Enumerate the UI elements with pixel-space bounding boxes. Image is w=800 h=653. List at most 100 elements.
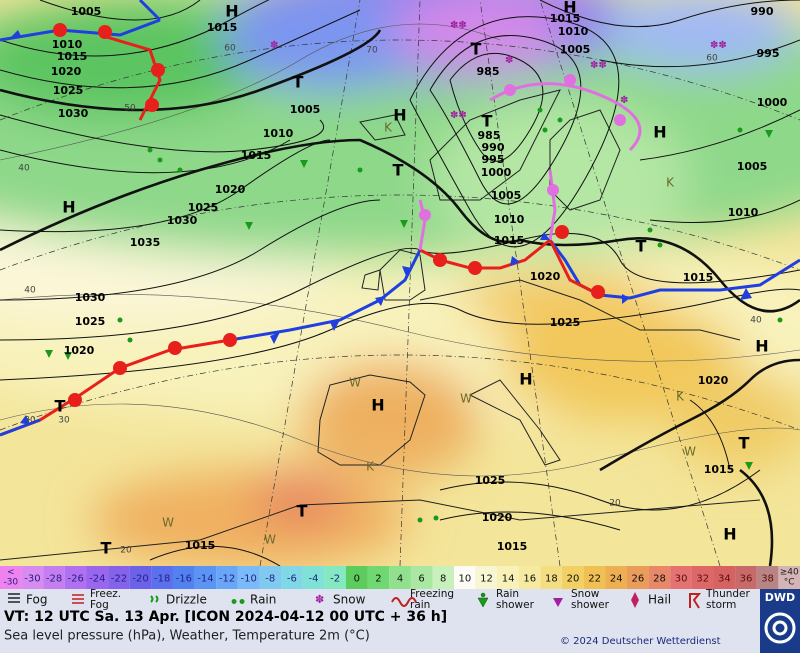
icon-snow: ✽: [315, 593, 324, 606]
scale-label: 38: [761, 574, 774, 585]
pressure-center: H: [371, 396, 384, 415]
isobar-label: 1020: [51, 65, 82, 78]
isobar-label: 990: [751, 5, 774, 18]
scale-label: -10: [240, 574, 256, 585]
isobar-label: 1010: [558, 25, 589, 38]
scale-label: 12: [480, 574, 493, 585]
isobar-label: 1015: [704, 463, 735, 476]
svg-text:✽✽: ✽✽: [450, 110, 467, 121]
scale-cell: [756, 566, 779, 589]
scale-label: 36: [740, 574, 753, 585]
legend-label: Rain: [496, 588, 519, 600]
pressure-center: T: [471, 40, 482, 59]
isobar-label: 1015: [494, 234, 525, 247]
air-mass-label: W: [162, 516, 174, 530]
legend-label: Snow: [333, 593, 366, 607]
scale-label: -26: [68, 574, 84, 585]
isobar-label: 1005: [560, 43, 591, 56]
map: ✽✽✽ ✽✽✽ ✽✽✽✽✽ HHHHHHHHHTTTTTTTTT100510151…: [0, 0, 800, 566]
legend-label: Fog: [26, 593, 47, 607]
isobar-label: 1035: [130, 236, 161, 249]
scale-label: -24: [89, 574, 105, 585]
snow-symbols: ✽✽✽ ✽✽✽ ✽✽✽✽✽: [270, 20, 727, 121]
icon-thunderstorm: [689, 593, 702, 609]
scale-cell: [583, 566, 606, 589]
scale-cell: [778, 566, 800, 589]
isobar-label: 1025: [475, 474, 506, 487]
logo-swirl: [764, 612, 796, 644]
scale-label: 24: [610, 574, 623, 585]
valid-time: VT: 12 UTC Sa. 13 Apr. [ICON 2024-04-12 …: [4, 609, 447, 625]
scale-label: -30: [24, 574, 40, 585]
isobar-label: 1020: [698, 374, 729, 387]
legend-label: Hail: [648, 593, 671, 607]
scale-cell: [389, 566, 411, 589]
legend-label: rain: [410, 599, 430, 611]
svg-text:✽✽: ✽✽: [710, 40, 727, 51]
isobar-label: 1005: [491, 189, 522, 202]
scale-label: -2: [330, 574, 340, 585]
legend-label: Freezing: [410, 588, 454, 600]
isobar-label: 1005: [290, 103, 321, 116]
scale-high-symbol: ≥40: [780, 568, 799, 578]
pressure-center: H: [653, 123, 666, 142]
scale-cell: [216, 566, 238, 589]
svg-text:✽: ✽: [505, 55, 513, 66]
scale-low-value: -30: [3, 578, 18, 588]
scale-label: 8: [440, 574, 446, 585]
isobar-label: 1005: [737, 160, 768, 173]
scale-label: -20: [132, 574, 148, 585]
pressure-center: H: [563, 0, 576, 17]
scale-cell: [237, 566, 260, 589]
icon-rain: [231, 599, 245, 604]
icon-freezing-fog: [72, 594, 84, 604]
isobar-label: 1015: [241, 149, 272, 162]
temperature-field: [0, 0, 800, 566]
icon-drizzle: [150, 595, 159, 603]
svg-text:✽: ✽: [620, 95, 628, 106]
scale-label: 16: [523, 574, 536, 585]
scale-cell: [194, 566, 217, 589]
scale-cell: [432, 566, 455, 589]
scale-label: 10: [458, 574, 471, 585]
scale-label: 4: [397, 574, 403, 585]
isobar-label: 1015: [207, 21, 238, 34]
scale-label: -28: [46, 574, 62, 585]
air-mass-label: K: [676, 390, 685, 404]
scale-cell: [540, 566, 563, 589]
scale-label: 20: [567, 574, 580, 585]
scale-label: 28: [653, 574, 666, 585]
temperature-label: 60: [706, 54, 718, 64]
isobar-label: 1030: [167, 214, 198, 227]
logo-swirl-inner: [772, 620, 788, 636]
temperature-label: 20: [120, 546, 132, 556]
scale-cell: [735, 566, 757, 589]
scale-unit: °C: [784, 578, 795, 588]
scale-cell: [454, 566, 476, 589]
weather-symbols: [45, 107, 783, 523]
temperature-contours: [0, 23, 800, 477]
scale-label: -22: [111, 574, 127, 585]
scale-label: 6: [418, 574, 424, 585]
isobar-label: 1010: [52, 38, 83, 51]
isobar-label: 1010: [728, 206, 759, 219]
scale-cell: [627, 566, 649, 589]
svg-text:✽✽: ✽✽: [590, 60, 607, 71]
temperature-label: 40: [18, 164, 30, 174]
temperature-label: 30: [24, 416, 36, 426]
fronts: [0, 0, 800, 437]
scale-label: -16: [176, 574, 192, 585]
pressure-center: T: [393, 161, 404, 180]
isobar-label: 1015: [497, 540, 528, 553]
isobar-label: 995: [757, 47, 780, 60]
scale-cell: [713, 566, 736, 589]
footer-background: [0, 611, 760, 653]
icon-freezing-rain: [391, 597, 417, 607]
scale-label: 22: [588, 574, 601, 585]
isobar-label: 1030: [58, 107, 89, 120]
isobar-label: 1025: [550, 316, 581, 329]
scale-label: -14: [197, 574, 213, 585]
pressure-center: H: [723, 525, 736, 544]
pressure-center: H: [225, 2, 238, 21]
